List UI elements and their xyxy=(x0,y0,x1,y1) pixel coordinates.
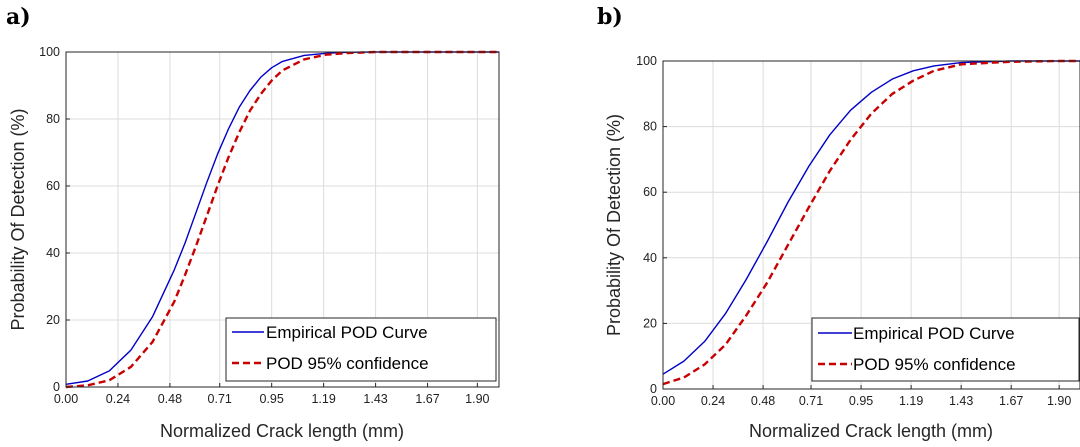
panel-label: b) xyxy=(597,4,623,30)
x-tick-label: 0.24 xyxy=(106,392,130,406)
y-tick-label: 80 xyxy=(46,112,60,126)
y-tick-label: 0 xyxy=(650,382,657,396)
x-tick-label: 1.43 xyxy=(949,394,973,408)
x-tick-label: 1.19 xyxy=(311,392,335,406)
chart-panel-a: a) 0.00 0.24 0.48 0.71 0.95 1.19 1.43 1.67 1.90 0… xyxy=(6,4,500,441)
plot-frame xyxy=(662,60,1080,390)
legend-box xyxy=(225,317,497,382)
y-tick-label: 100 xyxy=(636,54,657,68)
legend-label-empirical: Empirical POD Curve xyxy=(266,323,428,342)
y-tick-label: 20 xyxy=(46,313,60,327)
x-tick-label: 1.19 xyxy=(899,394,923,408)
pod-95-confidence-curve xyxy=(662,59,1080,386)
x-tick-label: 0.48 xyxy=(158,392,182,406)
y-tick-label: 20 xyxy=(643,316,657,330)
x-axis-label: Normalized Crack length (mm) xyxy=(160,421,404,441)
legend-label-empirical: Empirical POD Curve xyxy=(853,324,1015,343)
legend: Empirical POD Curve POD 95% confidence xyxy=(225,317,497,382)
x-tick-label: 1.90 xyxy=(465,392,489,406)
x-axis-label: Normalized Crack length (mm) xyxy=(749,421,993,441)
chart-panel-b: b) 0.00 0.24 0.48 0.71 0.95 1.19 1.43 1.67 1.90 0… xyxy=(597,4,1080,441)
y-axis-label: Probability Of Detection (%) xyxy=(604,114,624,336)
x-tick-label: 0.95 xyxy=(260,392,284,406)
y-axis-label: Probability Of Detection (%) xyxy=(8,108,28,330)
x-tick-label: 0.24 xyxy=(701,394,725,408)
y-tick-label: 0 xyxy=(53,380,60,394)
y-tick-label: 60 xyxy=(643,185,657,199)
x-tick-label: 0.95 xyxy=(849,394,873,408)
x-tick-label: 0.00 xyxy=(54,392,78,406)
legend-label-confidence: POD 95% confidence xyxy=(266,354,429,373)
x-tick-label: 1.90 xyxy=(1047,394,1071,408)
y-tick-label: 80 xyxy=(643,120,657,134)
y-tick-label: 40 xyxy=(643,251,657,265)
legend-label-confidence: POD 95% confidence xyxy=(853,355,1016,374)
x-tick-label: 1.43 xyxy=(363,392,387,406)
y-tick-label: 60 xyxy=(46,179,60,193)
x-tick-label: 0.71 xyxy=(208,392,232,406)
x-tick-label: 0.00 xyxy=(651,394,675,408)
panel-label: a) xyxy=(6,4,31,30)
plot-frame xyxy=(65,51,500,388)
y-tick-label: 40 xyxy=(46,246,60,260)
y-tick-label: 100 xyxy=(39,45,60,59)
x-tick-label: 1.67 xyxy=(415,392,439,406)
pod-95-confidence-curve xyxy=(65,50,499,389)
x-tick-label: 1.67 xyxy=(999,394,1023,408)
empirical-pod-curve xyxy=(662,60,1080,375)
x-tick-label: 0.48 xyxy=(751,394,775,408)
x-tick-label: 0.71 xyxy=(799,394,823,408)
legend-box xyxy=(811,317,1080,382)
legend: Empirical POD Curve POD 95% confidence xyxy=(811,317,1080,382)
